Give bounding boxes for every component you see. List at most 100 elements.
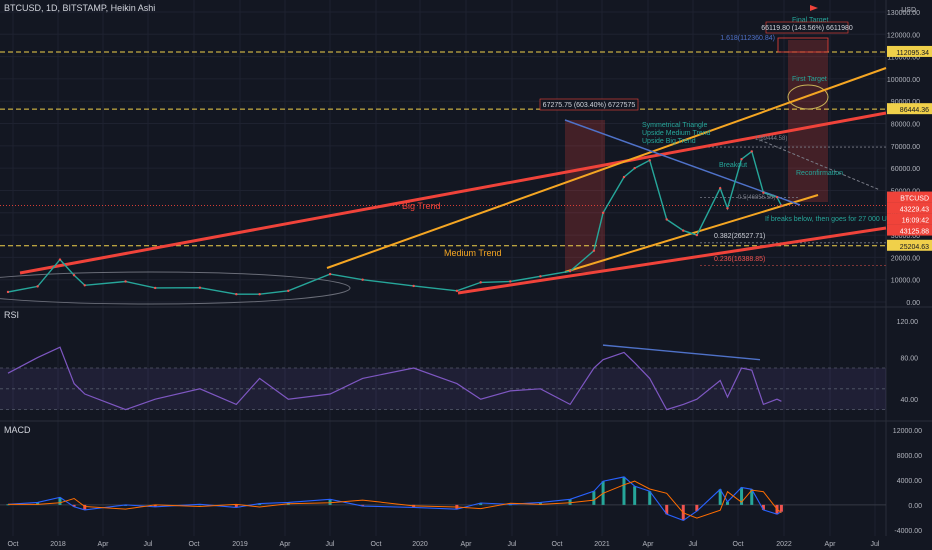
time-tick-19: Jul <box>871 541 880 548</box>
price-point-3 <box>72 274 76 277</box>
badge-countdown: 16:09:42 <box>902 218 929 225</box>
price-point-11 <box>328 272 332 276</box>
time-tick-15: Jul <box>689 541 698 548</box>
first-target-label: First Target <box>792 76 827 83</box>
rsi-tick-1: 80.00 <box>900 356 918 363</box>
price-tick-12: 10000.00 <box>891 278 920 285</box>
badge-level-3: 25204.63 <box>900 244 929 251</box>
price-point-15 <box>479 281 482 284</box>
fib-1-label: 1(69444.58) <box>755 136 787 142</box>
rsi-divergence-line <box>602 344 761 361</box>
macd-bar-4 <box>83 504 87 510</box>
time-tick-16: Oct <box>733 541 744 548</box>
price-point-1 <box>36 285 39 288</box>
time-tick-11: Jul <box>508 541 517 548</box>
macd-tick-0: 12000.00 <box>893 428 922 435</box>
big-trend-lower <box>457 226 887 295</box>
macd-bar-12 <box>361 504 365 507</box>
price-point-17 <box>539 275 542 278</box>
right-measure-zone <box>788 40 828 202</box>
final-measure-label: 66119.80 (143.56%) 6611980 <box>761 25 853 32</box>
time-tick-5: 2019 <box>232 541 248 548</box>
fib-0382-label: 0.382(26527.71) <box>714 233 765 240</box>
price-point-0 <box>6 290 10 294</box>
price-point-7 <box>198 286 202 289</box>
triangle-line <box>564 119 801 206</box>
fib-1618-label: 1.618(112360.84) <box>720 35 775 42</box>
medium-trend-label: Medium Trend <box>444 248 502 258</box>
price-tick-2: 110000.00 <box>887 55 920 62</box>
time-tick-4: Oct <box>189 541 200 548</box>
time-tick-14: Apr <box>643 541 655 548</box>
price-point-10 <box>287 289 290 293</box>
price-point-27 <box>718 187 722 190</box>
horizontal-levels <box>0 51 886 266</box>
macd-bar-31 <box>761 504 765 510</box>
price-point-8 <box>235 292 238 296</box>
macd-panel <box>0 476 886 522</box>
price-tick-7: 60000.00 <box>891 166 920 173</box>
price-tick-11: 20000.00 <box>891 255 920 262</box>
price-tick-3: 100000.00 <box>887 77 920 84</box>
macd-bar-23 <box>648 491 652 505</box>
macd-bar-9 <box>258 503 262 505</box>
badge-last-price: 43229.43 <box>900 207 929 214</box>
price-point-25 <box>682 229 685 232</box>
time-tick-1: 2018 <box>50 541 66 548</box>
badge-marker-bg <box>887 224 932 236</box>
price-point-29 <box>740 158 743 161</box>
macd-bar-15 <box>479 503 483 505</box>
rsi-label: RSI <box>4 310 20 320</box>
price-tick-13: 0.00 <box>906 300 920 307</box>
macd-bar-28 <box>725 501 729 505</box>
fib-0236-label: 0.236(16388.85) <box>714 256 765 263</box>
price-point-16 <box>509 280 512 283</box>
macd-label: MACD <box>4 425 31 435</box>
final-target-label: Final Target <box>792 17 829 24</box>
price-point-5 <box>124 280 127 283</box>
measure-zones <box>565 40 828 272</box>
badge-level-2: 86444.36 <box>900 107 929 114</box>
big-trend-label: Big Trend <box>402 201 441 211</box>
price-point-24 <box>665 218 668 221</box>
price-point-23 <box>648 159 651 162</box>
price-tick-4: 90000.00 <box>891 99 920 106</box>
price-tick-6: 70000.00 <box>891 144 920 151</box>
price-tick-0: 130000.00 <box>887 10 920 17</box>
projection-arc <box>0 271 351 305</box>
macd-bar-27 <box>718 489 722 505</box>
macd-bar-19 <box>592 491 596 505</box>
fib-05-label: 0.5(46856.56) <box>738 195 775 201</box>
macd-bar-1 <box>36 502 40 505</box>
price-point-18 <box>568 270 572 273</box>
price-point-13 <box>412 284 415 288</box>
price-point-6 <box>153 286 157 290</box>
macd-tick-3: 0.00 <box>908 503 922 510</box>
price-point-9 <box>258 292 261 296</box>
badge-symbol: BTCUSD <box>900 196 929 203</box>
price-point-20 <box>601 211 605 214</box>
macd-tick-4: -4000.00 <box>894 528 922 535</box>
price-point-31 <box>762 191 765 194</box>
price-series <box>6 150 783 296</box>
macd-bar-8 <box>234 504 238 508</box>
macd-bar-21 <box>622 476 626 505</box>
left-measure-box <box>539 98 639 111</box>
price-point-14 <box>455 289 459 293</box>
rsi-tick-0: 120.00 <box>897 319 919 326</box>
price-point-26 <box>695 233 699 237</box>
macd-bar-22 <box>633 486 637 505</box>
chart-title: BTCUSD, 1D, BITSTAMP, Heikin Ashi <box>4 3 156 13</box>
time-tick-6: Apr <box>280 541 292 548</box>
badge-level-3-bg <box>887 239 932 251</box>
time-tick-13: 2021 <box>594 541 610 548</box>
if-breaks-label: If breaks below, then goes for 27 000 US… <box>765 216 897 223</box>
upside-big-label: Upside Big Trend <box>642 138 696 145</box>
badge-symbol-bg <box>887 191 932 203</box>
macd-bar-17 <box>538 502 542 505</box>
macd-bar-3 <box>72 504 76 507</box>
macd-tick-2: 4000.00 <box>897 478 922 485</box>
badge-level-1: 112095.34 <box>896 50 929 57</box>
price-point-4 <box>83 284 86 287</box>
